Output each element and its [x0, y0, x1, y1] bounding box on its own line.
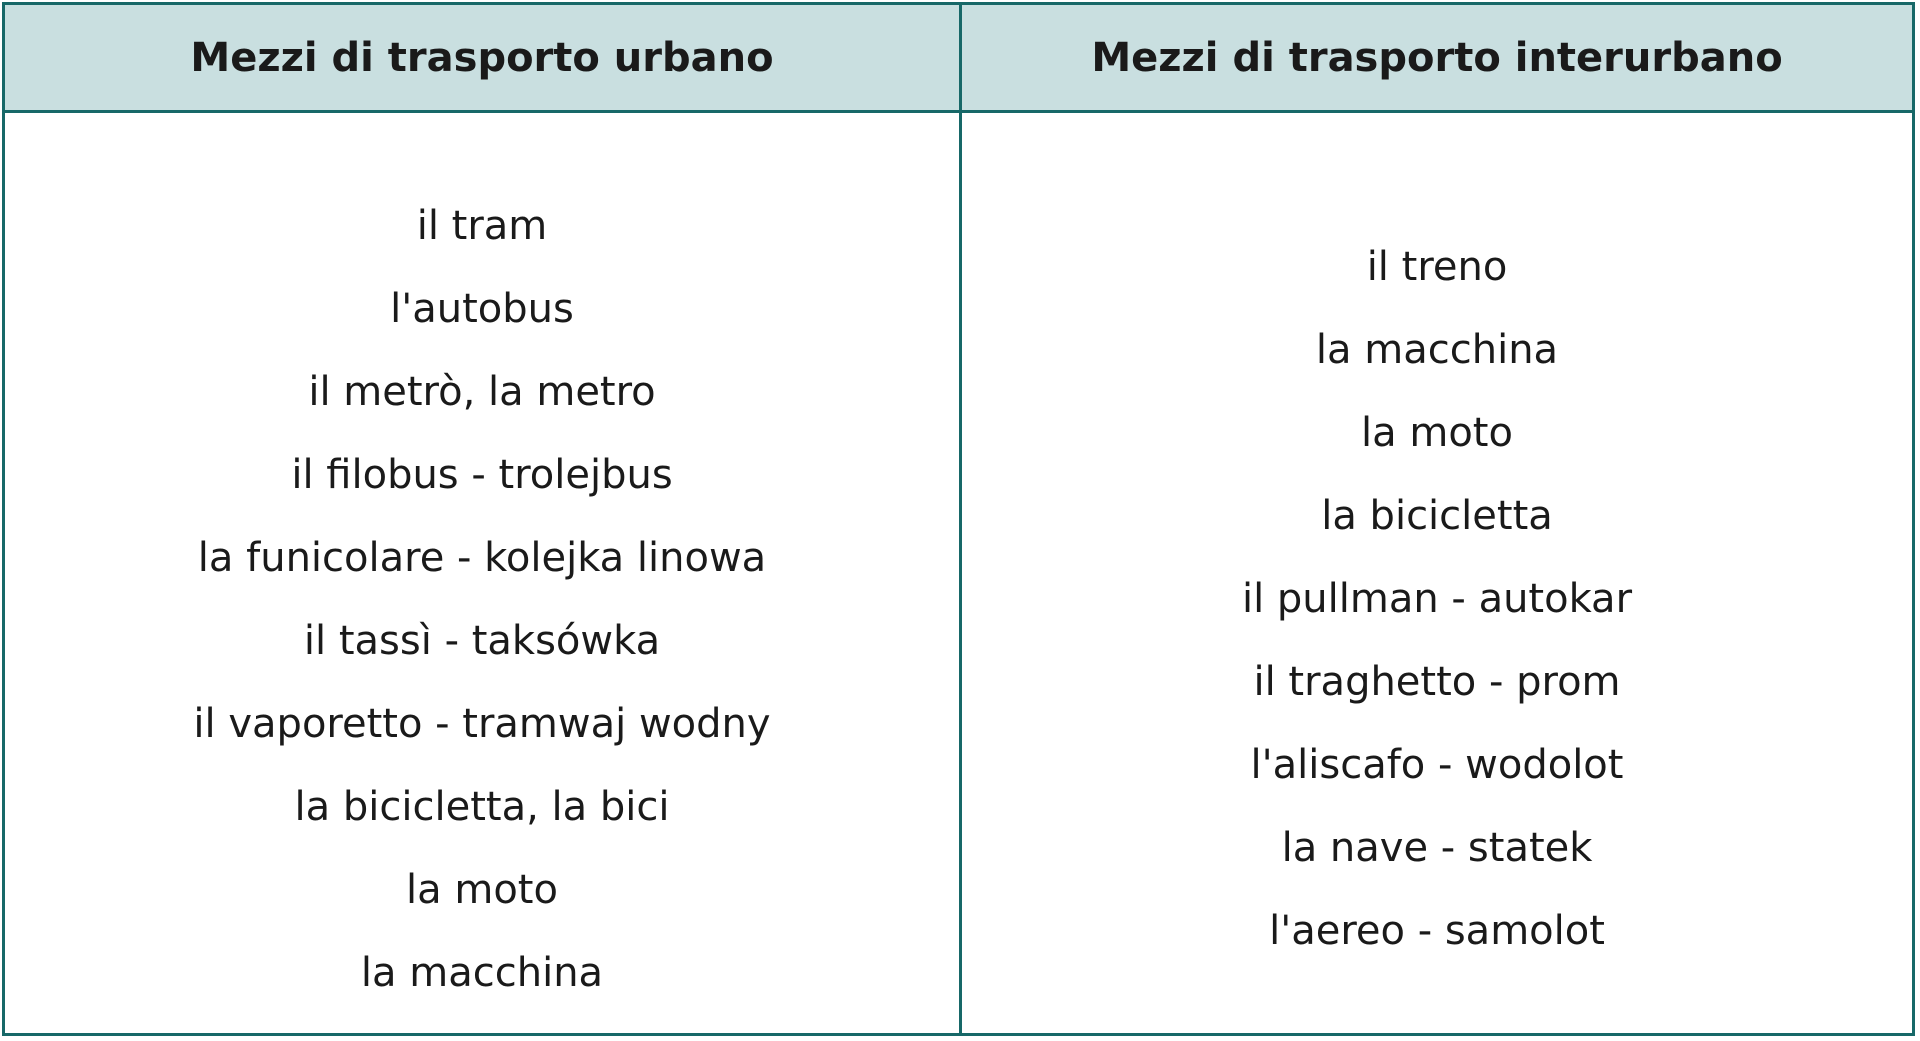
urban-item: l'autobus — [390, 286, 574, 332]
interurban-item: il pullman - autokar — [1241, 576, 1633, 622]
interurban-item: il traghetto - prom — [1253, 659, 1621, 705]
interurban-item: l'aliscafo - wodolot — [1250, 742, 1624, 788]
interurban-item: il treno — [1366, 244, 1508, 290]
interurban-item: la moto — [1361, 410, 1513, 456]
urban-item: la bicicletta, la bici — [294, 784, 670, 830]
urban-item: la funicolare - kolejka linowa — [197, 535, 767, 581]
urban-item: il filobus - trolejbus — [291, 452, 673, 498]
urban-cell: il tram l'autobus il metrò, la metro il fil… — [5, 113, 962, 1033]
urban-item: il vaporetto - tramwaj wodny — [193, 701, 771, 747]
interurban-item: la bicicletta — [1321, 493, 1553, 539]
urban-list: il tram l'autobus il metrò, la metro il fil… — [5, 185, 959, 1015]
interurban-cell: il treno la macchina la moto la bicicletta i… — [962, 113, 1912, 1033]
interurban-item: la nave - statek — [1281, 825, 1593, 871]
urban-item: il tassì - taksówka — [303, 618, 661, 664]
urban-item: la moto — [406, 867, 558, 913]
urban-item: il tram — [416, 203, 548, 249]
header-urban: Mezzi di trasporto urbano — [5, 5, 962, 113]
urban-item: la macchina — [360, 950, 604, 996]
interurban-list: il treno la macchina la moto la bicicletta i… — [962, 226, 1912, 973]
header-interurban: Mezzi di trasporto interurbano — [962, 5, 1912, 113]
urban-item: il metrò, la metro — [308, 369, 656, 415]
interurban-item: l'aereo - samolot — [1269, 908, 1605, 954]
interurban-item: la macchina — [1315, 327, 1559, 373]
